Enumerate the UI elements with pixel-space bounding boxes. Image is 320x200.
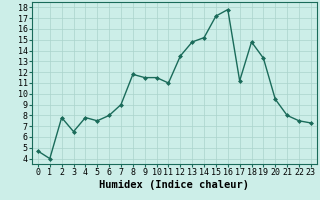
X-axis label: Humidex (Indice chaleur): Humidex (Indice chaleur) xyxy=(100,180,249,190)
